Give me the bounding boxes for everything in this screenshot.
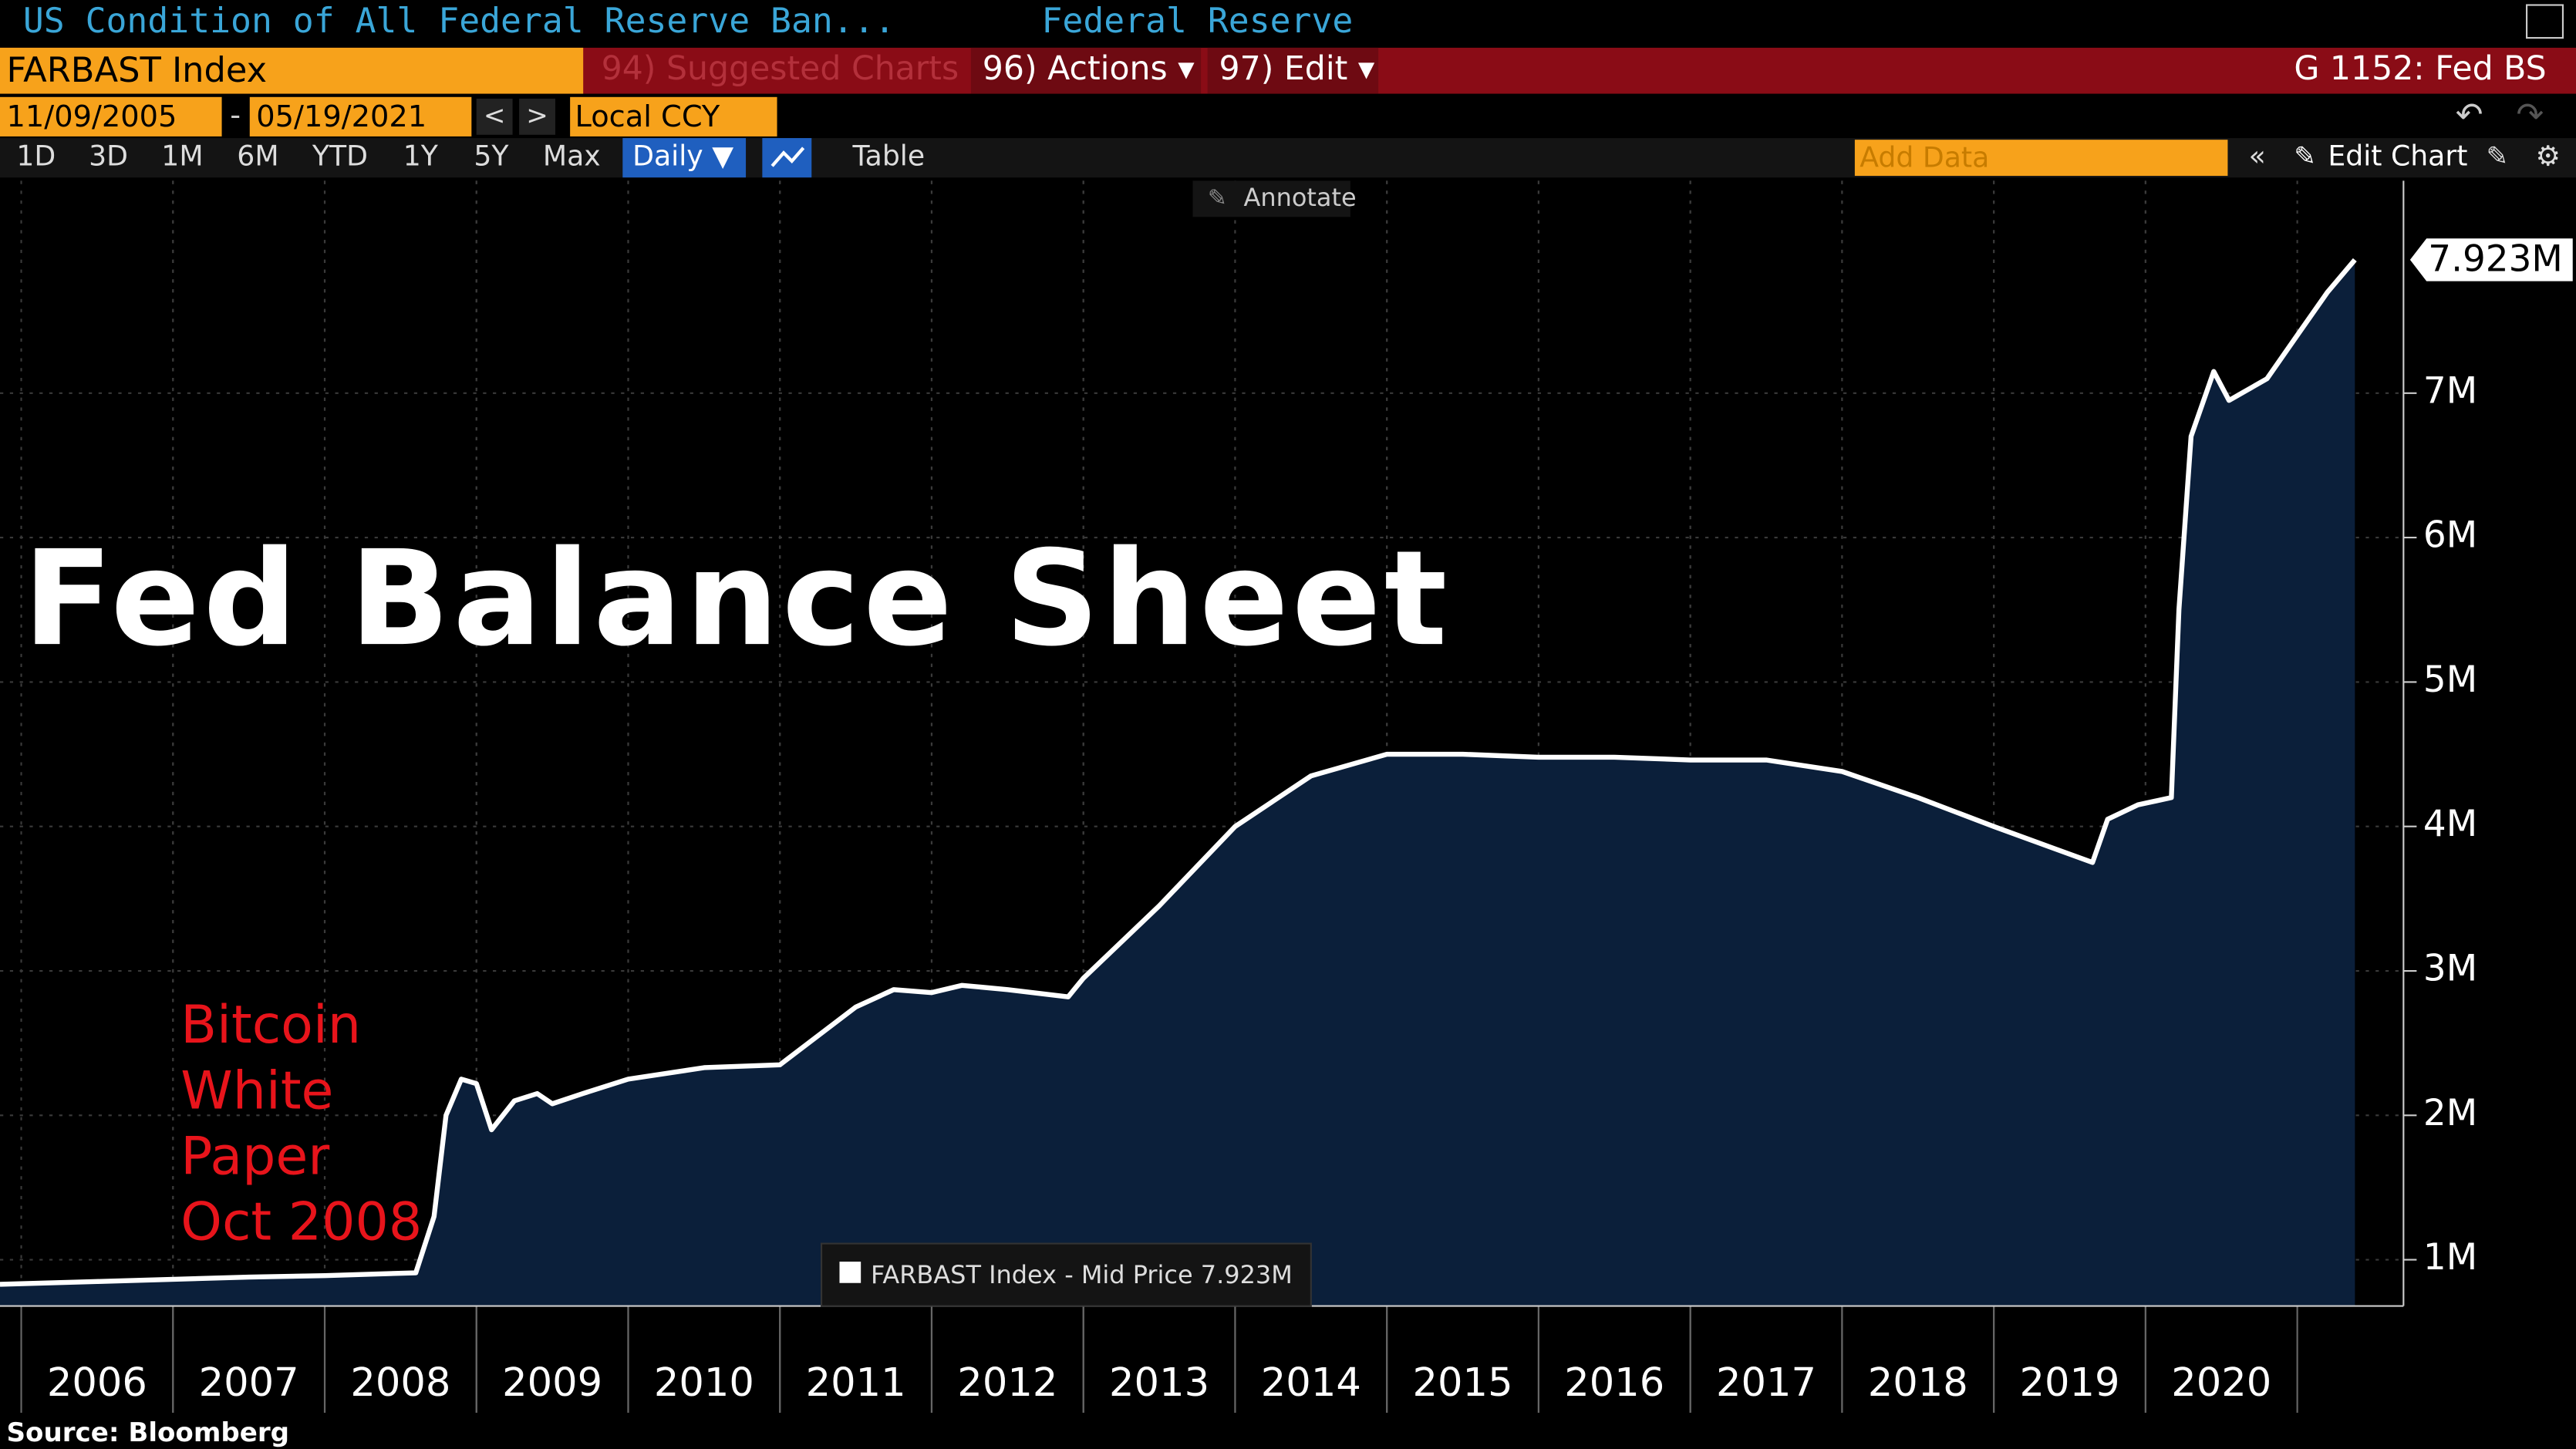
frequency[interactable]: Daily ▼ [632, 140, 733, 173]
last-price-label: 7.923M [2428, 239, 2563, 281]
end-date[interactable]: 05/19/2021 [256, 99, 427, 134]
range-button[interactable]: 1M [161, 140, 203, 173]
x-tick-label: 2018 [1868, 1360, 1968, 1406]
x-tick-label: 2012 [957, 1360, 1057, 1406]
y-tick-label: 6M [2423, 515, 2477, 557]
actions[interactable]: 96) Actions ▾ [983, 49, 1195, 88]
legend-swatch [839, 1262, 861, 1283]
chart-type-icon [770, 147, 805, 167]
legend-series: FARBAST Index - Mid Price [871, 1260, 1193, 1289]
edit-chart[interactable]: Edit Chart [2328, 140, 2467, 173]
collapse-icon[interactable]: « [2249, 140, 2266, 173]
chart-title: Fed Balance Sheet [23, 523, 1451, 676]
legend [820, 1242, 1312, 1307]
window-title: US Condition of All Federal Reserve Ban.… [23, 0, 895, 41]
add-data-box[interactable] [1854, 140, 2228, 177]
range-button[interactable]: 3D [89, 140, 128, 173]
page-code: G 1152: Fed BS [2294, 49, 2546, 88]
annotate-button[interactable] [1192, 180, 1350, 217]
x-tick-label: 2007 [199, 1360, 299, 1406]
x-tick-label: 2013 [1109, 1360, 1209, 1406]
x-tick-label: 2016 [1564, 1360, 1664, 1406]
source-name: Federal Reserve [1041, 0, 1353, 41]
last-price-tag [2409, 238, 2573, 281]
x-tick-label: 2017 [1716, 1360, 1816, 1406]
range-button[interactable]: Max [543, 140, 601, 173]
x-tick-label: 2020 [2171, 1360, 2271, 1406]
annotation: White [180, 1060, 333, 1121]
x-tick-label: 2009 [502, 1360, 602, 1406]
x-tick-label: 2015 [1413, 1360, 1513, 1406]
undo-icon[interactable]: ↶ [2456, 96, 2483, 134]
next-icon: > [526, 100, 548, 131]
legend-label: FARBAST Index - Mid Price 7.923M [871, 1260, 1293, 1289]
currency[interactable]: Local CCY [575, 99, 720, 134]
settings-icon[interactable]: ⚙ [2536, 140, 2561, 173]
legend-value: 7.923M [1201, 1260, 1293, 1289]
start-date[interactable]: 11/09/2005 [7, 99, 177, 134]
prev-button[interactable] [476, 98, 513, 135]
x-tick-label: 2011 [806, 1360, 906, 1406]
line [0, 258, 2357, 1287]
annotate[interactable]: Annotate [1243, 183, 1356, 212]
x-tick-label: 2014 [1261, 1360, 1361, 1406]
range-button[interactable]: 1D [16, 140, 56, 173]
y-tick-label: 2M [2423, 1093, 2477, 1134]
range-button[interactable]: YTD [312, 140, 368, 173]
start-date-box[interactable] [0, 96, 222, 136]
annotation: Paper [180, 1127, 330, 1188]
prev-icon: < [484, 100, 506, 131]
range-button[interactable]: 5Y [474, 140, 509, 173]
y-tick-label: 5M [2423, 659, 2477, 701]
edit[interactable]: 97) Edit ▾ [1219, 49, 1375, 88]
y-tick-label: 3M [2423, 949, 2477, 990]
end-date-box[interactable] [249, 96, 472, 136]
ticker: FARBAST Index [7, 49, 268, 90]
range-button[interactable]: 6M [237, 140, 278, 173]
table-button[interactable]: Table [852, 140, 926, 173]
edit-button[interactable] [1207, 47, 1379, 94]
annotation: Oct 2008 [180, 1192, 422, 1253]
frequency-button[interactable] [622, 138, 747, 178]
expand-icon[interactable] [2526, 4, 2564, 39]
redo-icon[interactable]: ↷ [2517, 96, 2544, 134]
x-tick-label: 2006 [47, 1360, 147, 1406]
suggested-charts[interactable]: 94) Suggested Charts [602, 49, 959, 88]
annotation: Bitcoin [180, 995, 361, 1056]
next-button[interactable] [519, 98, 555, 135]
y-tick-label: 7M [2423, 370, 2477, 412]
add-data[interactable]: Add Data [1860, 141, 1989, 174]
currency-box[interactable] [570, 96, 777, 136]
y-tick-label: 4M [2423, 804, 2477, 845]
ticker-box[interactable] [0, 47, 584, 94]
actions-button[interactable] [970, 47, 1202, 94]
y-tick-label: 1M [2423, 1237, 2477, 1279]
x-tick-label: 2008 [350, 1360, 450, 1406]
area [0, 259, 2355, 1306]
pencil-icon: ✎ [2294, 141, 2316, 172]
range-button[interactable]: 1Y [403, 140, 439, 173]
date-dash: - [230, 98, 241, 133]
x-tick-label: 2010 [654, 1360, 754, 1406]
x-tick-label: 2019 [2019, 1360, 2119, 1406]
annotate-icon: ✎ [1208, 184, 1227, 211]
source: Source: Bloomberg [7, 1417, 290, 1448]
edit-icon[interactable]: ✎ [2486, 141, 2508, 172]
